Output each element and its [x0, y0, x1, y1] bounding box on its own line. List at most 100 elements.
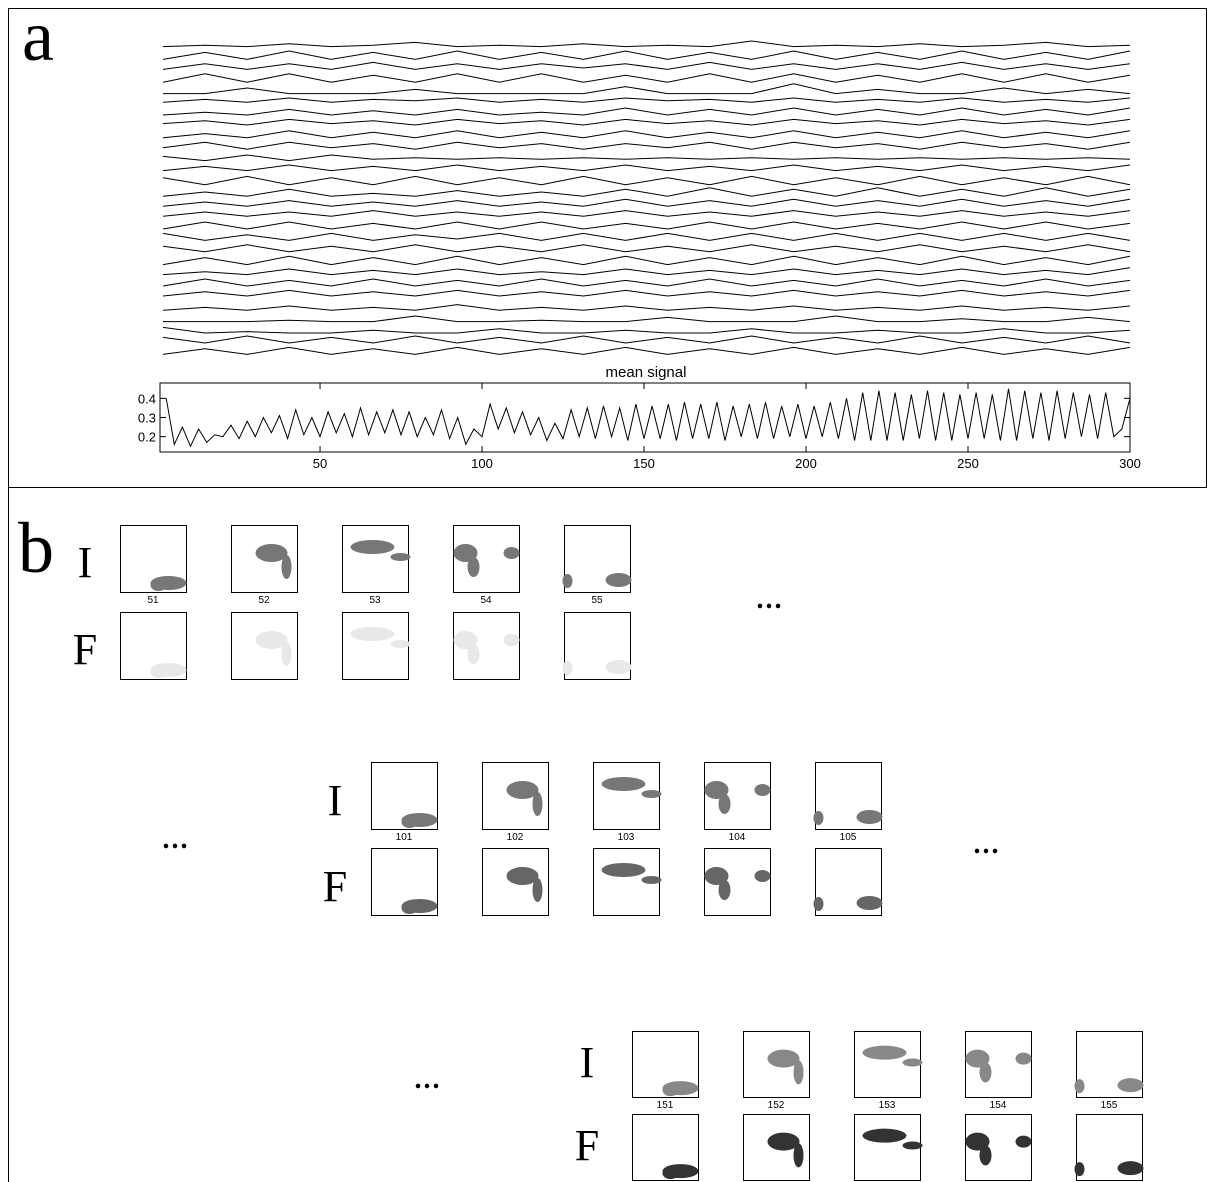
trace: [162, 278, 1131, 287]
silhouette: [979, 1145, 992, 1166]
silhouette: [1074, 1079, 1085, 1094]
silhouette: [281, 555, 292, 579]
silhouette: [862, 1128, 907, 1143]
x-tick-label: 150: [633, 456, 655, 471]
trace: [162, 61, 1131, 70]
silhouette: [754, 784, 771, 796]
silhouette: [350, 540, 395, 554]
row-label: I: [328, 776, 343, 825]
silhouette: [281, 642, 292, 666]
frame-number: 52: [258, 595, 270, 606]
filtered-frame: [813, 848, 883, 916]
frame-number: 155: [1101, 1100, 1118, 1111]
ellipsis: ...: [415, 1064, 442, 1095]
trace: [162, 326, 1131, 334]
trace: [162, 130, 1131, 139]
silhouette: [793, 1060, 804, 1085]
trace: [162, 187, 1131, 197]
silhouette: [401, 816, 418, 828]
silhouette: [662, 1084, 679, 1097]
silhouette: [562, 661, 573, 675]
silhouette: [704, 867, 729, 885]
trace: [162, 107, 1131, 116]
image-frame: [453, 525, 520, 593]
ellipsis: ...: [757, 584, 784, 615]
image-frame: [965, 1031, 1032, 1098]
frame-number: 152: [768, 1100, 785, 1111]
silhouette: [1015, 1052, 1032, 1065]
trace: [162, 40, 1131, 48]
trace: [162, 232, 1131, 241]
silhouette: [813, 897, 824, 911]
frame-number: 51: [147, 595, 159, 606]
row-label: I: [580, 1038, 595, 1087]
silhouette: [467, 644, 480, 664]
frame-number: 151: [657, 1100, 674, 1111]
silhouette: [506, 781, 539, 799]
panel-a-frame: [8, 8, 1207, 488]
filtered-frame: [632, 1114, 699, 1181]
filtered-frame: [342, 612, 411, 680]
image-frame: [632, 1031, 699, 1098]
image-frame: [342, 525, 411, 593]
frame-number: 54: [480, 595, 492, 606]
silhouette: [467, 557, 480, 577]
filtered-frame: [1074, 1114, 1144, 1181]
trace: [163, 83, 1131, 95]
row-label: F: [323, 862, 347, 911]
x-tick-label: 300: [1119, 456, 1141, 471]
frame-number: 153: [879, 1100, 896, 1111]
image-frame: [1074, 1031, 1144, 1098]
row-label: F: [73, 625, 97, 674]
silhouette: [862, 1045, 907, 1060]
ellipsis: ...: [163, 824, 190, 855]
silhouette: [605, 573, 632, 587]
frame-number: 102: [507, 832, 524, 843]
x-tick-label: 250: [957, 456, 979, 471]
silhouette: [718, 794, 731, 814]
trace: [162, 210, 1131, 217]
trace: [162, 267, 1131, 276]
silhouette: [503, 634, 520, 646]
image-frame: [120, 525, 187, 593]
silhouette: [503, 547, 520, 559]
ellipsis: ...: [974, 829, 1001, 860]
silhouette: [641, 790, 662, 798]
trace: [162, 175, 1131, 186]
silhouette: [401, 902, 418, 914]
y-tick-label: 0.2: [138, 430, 156, 445]
panel-b-label: b: [18, 508, 54, 588]
mean-signal-line: [165, 388, 1131, 448]
silhouette: [601, 777, 646, 791]
trace: [162, 154, 1131, 162]
trace: [162, 335, 1131, 344]
silhouette: [390, 640, 411, 648]
silhouette: [979, 1062, 992, 1083]
image-frame: [231, 525, 298, 593]
silhouette: [813, 811, 824, 825]
silhouette: [506, 867, 539, 885]
image-frame: [482, 762, 549, 830]
image-frame: [743, 1031, 810, 1098]
trace: [163, 315, 1131, 323]
trace: [162, 304, 1131, 311]
silhouette: [150, 666, 167, 678]
silhouette: [453, 631, 478, 649]
filtered-frame: [593, 848, 662, 916]
filtered-frame: [965, 1114, 1032, 1181]
trace: [162, 289, 1131, 297]
frame-number: 154: [990, 1100, 1007, 1111]
trace: [162, 346, 1131, 355]
silhouette: [453, 544, 478, 562]
silhouette: [532, 878, 543, 902]
filtered-frame: [231, 612, 298, 680]
silhouette: [704, 781, 729, 799]
silhouette: [255, 544, 288, 562]
image-frame: [813, 762, 883, 830]
trace: [162, 118, 1131, 126]
panel-a-label: a: [22, 0, 54, 76]
silhouette: [718, 880, 731, 900]
silhouette: [1117, 1161, 1144, 1176]
